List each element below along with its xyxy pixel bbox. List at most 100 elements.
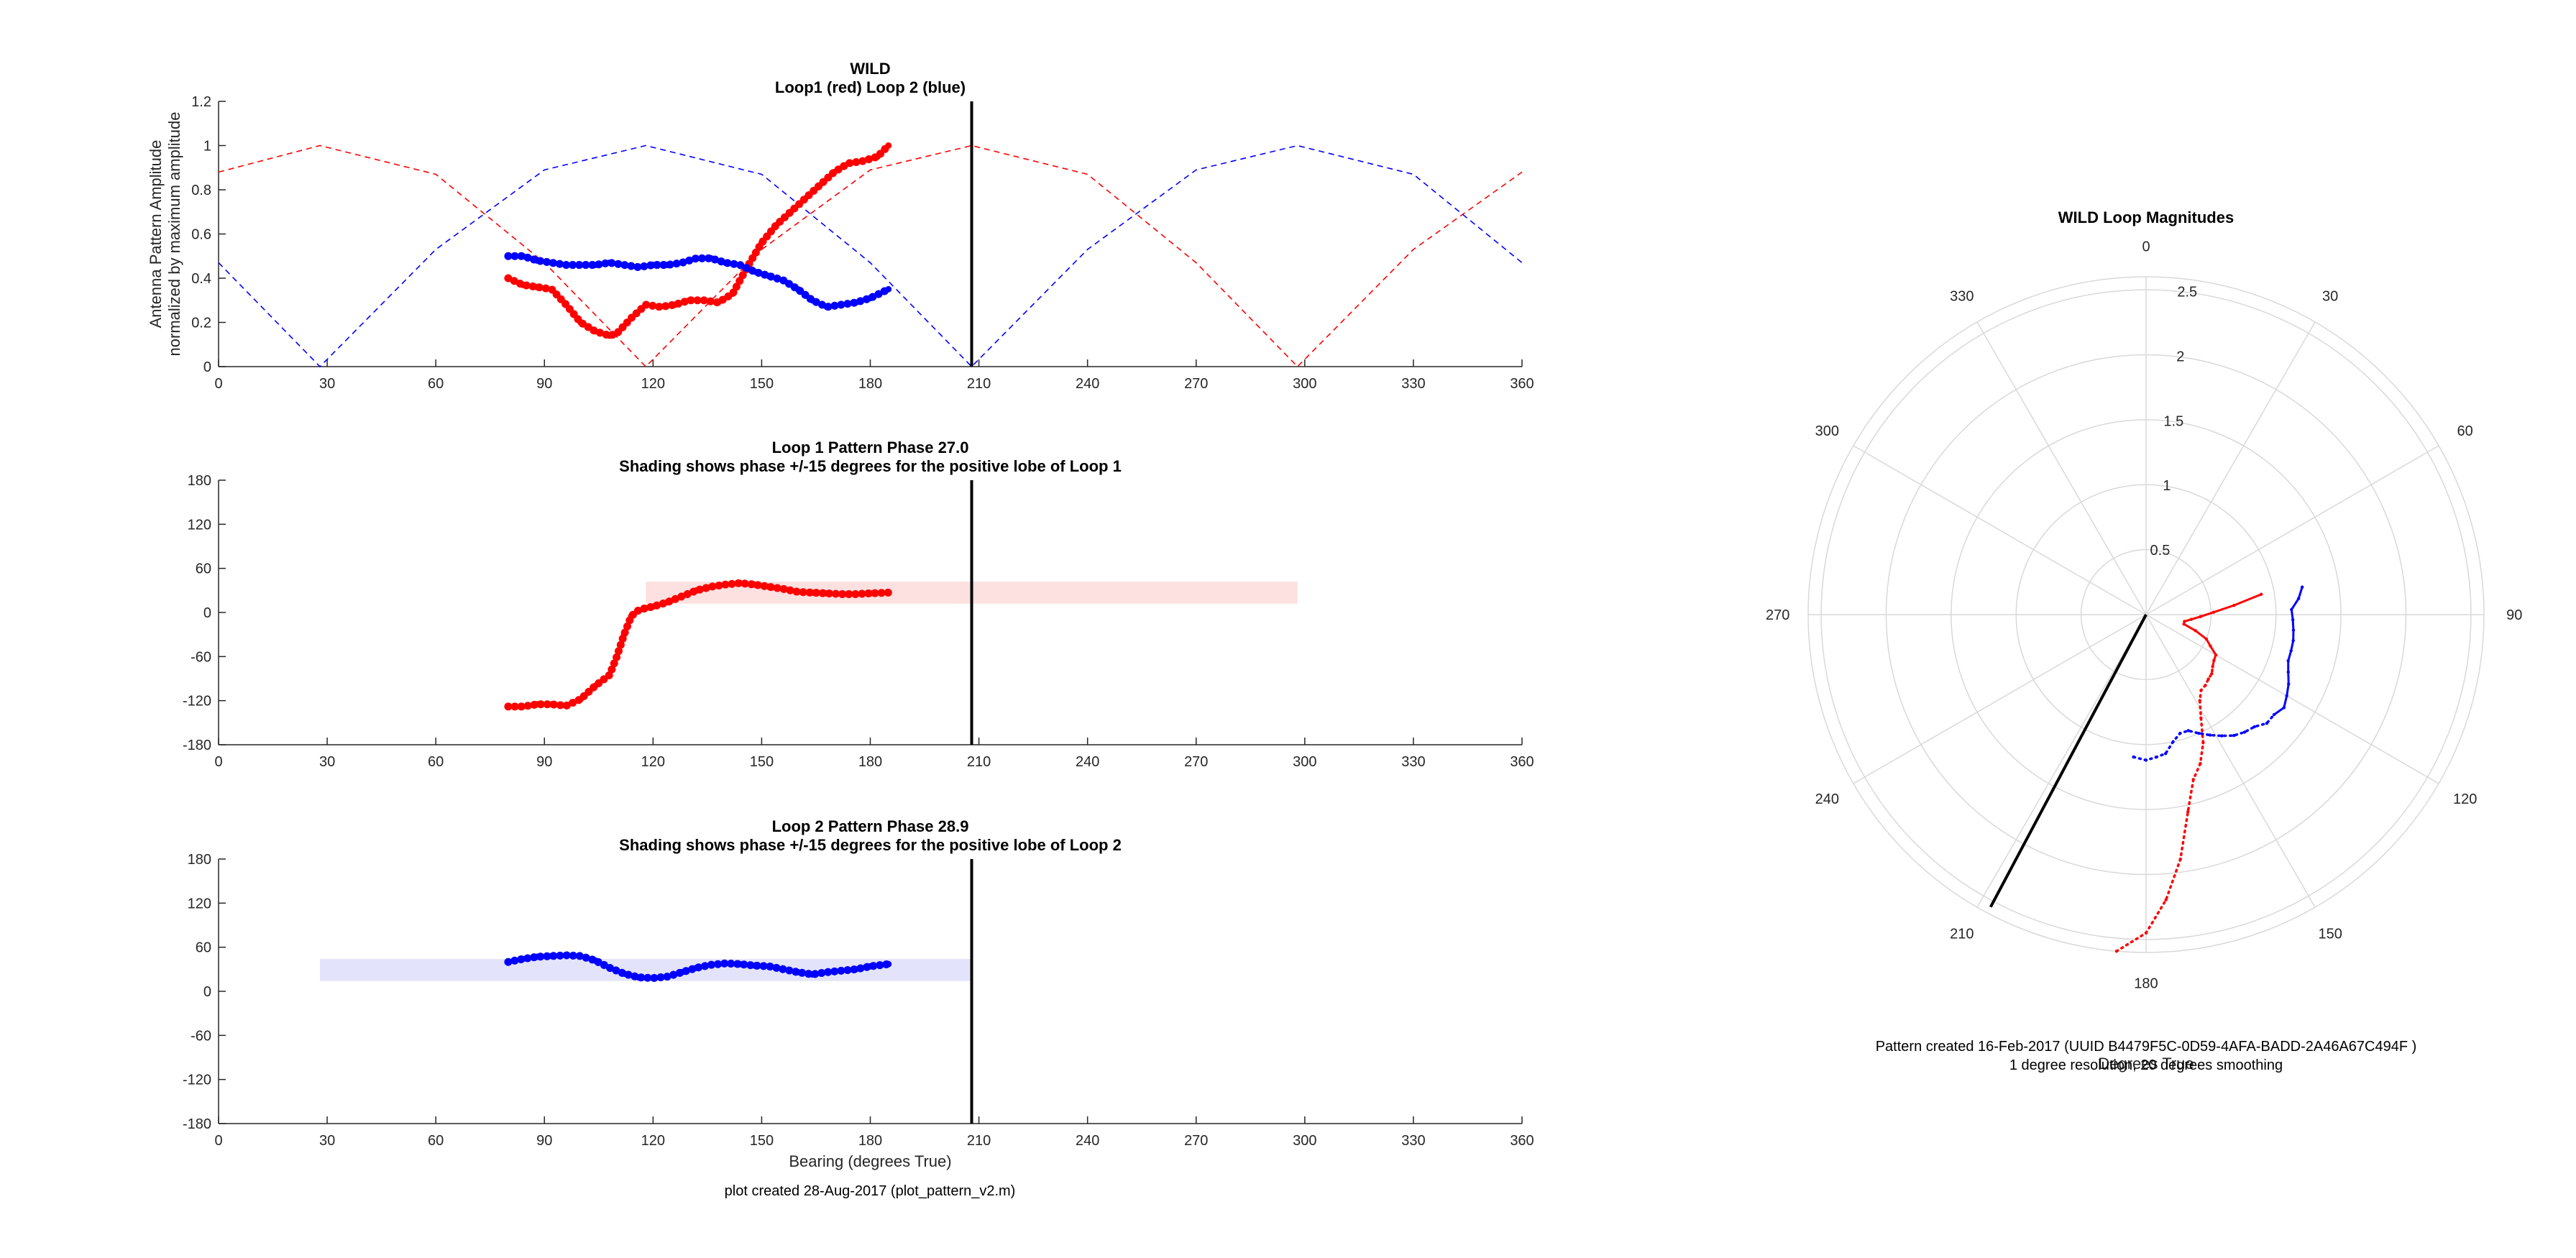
y-tick-label: 0.4 — [191, 271, 211, 287]
polar-data-point — [2208, 733, 2212, 737]
polar-data-point — [2211, 610, 2216, 614]
data-point — [620, 970, 628, 977]
x-tick-label: 90 — [536, 376, 552, 392]
polar-data-point — [2220, 734, 2224, 738]
polar-spoke — [1853, 614, 2147, 784]
data-point — [606, 964, 613, 971]
panel-title: Loop 1 Pattern Phase 27.0 — [772, 439, 969, 456]
y-tick-label: -180 — [183, 738, 211, 753]
y-tick-label: 0.2 — [191, 316, 211, 331]
data-point — [751, 962, 758, 969]
polar-data-point — [2199, 716, 2203, 720]
y-tick-label: 0.8 — [191, 183, 211, 198]
data-point — [765, 963, 772, 970]
polar-angle-label: 270 — [1766, 607, 1789, 623]
x-tick-label: 180 — [858, 754, 882, 770]
polar-radius-label: 1.5 — [2163, 413, 2183, 429]
data-point — [548, 701, 555, 708]
data-point — [533, 283, 541, 290]
polar-angle-label: 0 — [2142, 239, 2150, 255]
polar-angle-label: 300 — [1815, 423, 1839, 439]
data-point — [548, 285, 555, 293]
x-tick-label: 240 — [1076, 754, 1099, 770]
x-tick-label: 150 — [750, 1133, 774, 1149]
polar-angle-label: 240 — [1815, 791, 1839, 807]
data-point — [664, 973, 671, 981]
x-tick-label: 30 — [319, 376, 335, 392]
amplitude-panel: 0 30 60 90 120 150 180 210 240 270 300 330 360 0 0.2 0.… — [147, 60, 1534, 392]
data-point — [519, 703, 526, 710]
data-point — [606, 671, 613, 679]
data-point — [693, 254, 700, 262]
data-point — [816, 182, 823, 189]
data-point — [707, 961, 715, 968]
polar-data-point — [2194, 629, 2197, 633]
resolution-note: 1 degree resolution, 20 degrees smoothin… — [2009, 1057, 2283, 1073]
data-point — [693, 587, 700, 594]
y-tick-label: 120 — [188, 896, 211, 912]
data-point — [505, 958, 512, 965]
polar-data-point — [2291, 617, 2295, 622]
data-point — [533, 953, 541, 960]
data-point — [664, 262, 671, 269]
x-tick-label: 240 — [1076, 1133, 1099, 1149]
data-point — [642, 301, 649, 308]
data-point — [715, 299, 722, 306]
data-point — [649, 975, 656, 982]
polar-angle-label: 330 — [1950, 288, 1974, 304]
polar-data-point — [2206, 677, 2210, 681]
y-tick-label: 180 — [188, 852, 211, 868]
polar-data-point — [2132, 755, 2135, 759]
data-point — [562, 262, 569, 269]
polar-angle-label: 60 — [2457, 423, 2473, 439]
data-point — [533, 257, 541, 264]
x-tick-label: 330 — [1401, 754, 1425, 770]
x-tick-label: 30 — [319, 754, 335, 770]
y-axis-label-2: normalized by maximum amplitude — [165, 112, 183, 357]
polar-spoke — [2145, 614, 2316, 908]
y-tick-label: 0 — [203, 984, 211, 1000]
loop2-phase-panel: 0 30 60 90 120 150 180 210 240 270 300 330 360 -180 -1… — [183, 817, 1534, 1170]
data-point — [592, 957, 599, 964]
data-point — [548, 952, 555, 960]
polar-data-point — [2186, 729, 2190, 733]
model-pattern-line — [218, 144, 1523, 368]
data-point — [707, 583, 715, 590]
polar-radius-label: 2 — [2176, 349, 2184, 364]
data-point — [867, 589, 874, 597]
data-point — [671, 301, 679, 308]
panel-title: WILD — [850, 60, 890, 78]
x-tick-label: 0 — [214, 754, 222, 770]
polar-data-point — [2291, 628, 2296, 632]
x-tick-label: 60 — [428, 754, 444, 770]
polar-data-point — [2296, 597, 2301, 600]
y-tick-label: 60 — [196, 940, 211, 956]
polar-data-point — [2144, 931, 2148, 935]
polar-spoke — [2145, 445, 2439, 615]
y-tick-label: 1.2 — [191, 94, 211, 110]
data-point — [577, 696, 585, 703]
data-point — [722, 960, 729, 967]
polar-data-point — [2144, 758, 2148, 762]
polar-data-point — [2164, 898, 2168, 901]
polar-data-point — [2272, 712, 2276, 717]
x-tick-label: 210 — [967, 754, 991, 770]
polar-data-point — [2286, 659, 2290, 663]
data-point — [693, 964, 700, 971]
data-point — [656, 303, 664, 311]
polar-data-point — [2197, 731, 2201, 735]
polar-data-point — [2212, 658, 2216, 662]
polar-data-point — [2178, 857, 2183, 861]
x-tick-label: 150 — [750, 376, 774, 392]
data-point — [794, 285, 802, 293]
polar-data-point — [2201, 741, 2205, 745]
x-tick-label: 120 — [641, 1133, 665, 1149]
data-point — [736, 262, 743, 269]
polar-spoke — [1976, 321, 2147, 615]
polar-data-point — [2186, 809, 2190, 814]
y-tick-label: 0.6 — [191, 227, 211, 243]
x-tick-label: 270 — [1184, 754, 1208, 770]
polar-data-point — [2191, 778, 2195, 781]
data-point — [548, 259, 555, 266]
data-point — [780, 585, 787, 592]
